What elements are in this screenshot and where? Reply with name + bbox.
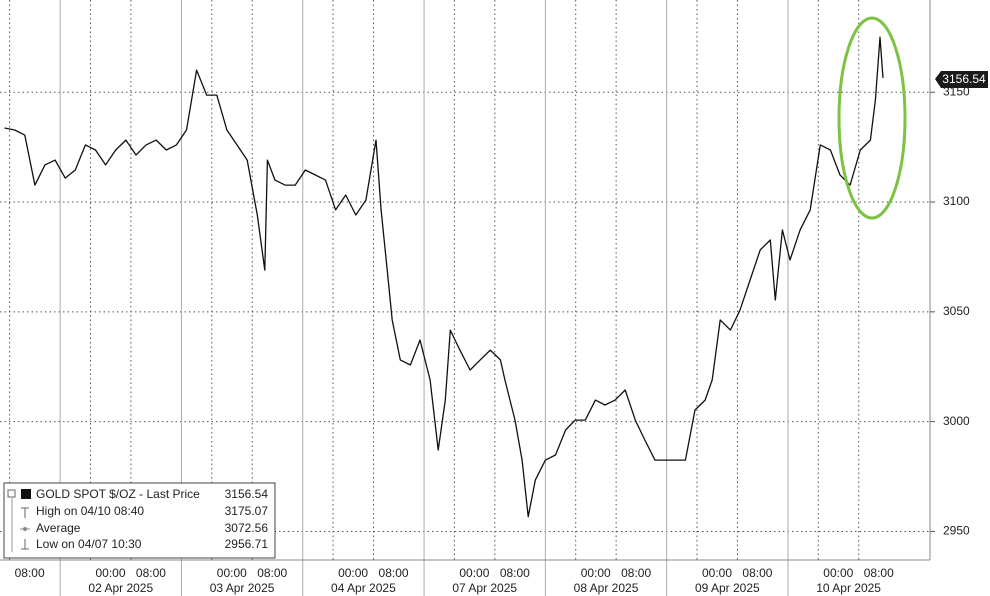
legend-box: [3, 482, 276, 559]
legend-value: 3072.56: [225, 521, 269, 535]
price-line: [4, 36, 884, 518]
legend-swatch: [21, 489, 31, 499]
legend-high-icon: [21, 507, 29, 518]
x-tick-label: 00:00: [823, 566, 853, 580]
x-tick-label: 08:00: [257, 566, 287, 580]
x-date-label: 04 Apr 2025: [331, 581, 396, 595]
y-tick-label: 3100: [943, 194, 970, 208]
highlight-ellipse: [837, 16, 907, 220]
x-tick-label: 08:00: [500, 566, 530, 580]
legend-label: Low on 04/07 10:30: [36, 537, 142, 551]
y-tick-label: 3000: [943, 414, 970, 428]
x-date-label: 08 Apr 2025: [574, 581, 639, 595]
legend: GOLD SPOT $/OZ - Last Price High on 04/1…: [3, 482, 276, 559]
tag-box: [935, 71, 988, 88]
x-date-label: 03 Apr 2025: [210, 581, 275, 595]
x-tick-label: 00:00: [581, 566, 611, 580]
x-tick-label: 08:00: [742, 566, 772, 580]
x-tick-label: 08:00: [15, 566, 45, 580]
x-date-label: 10 Apr 2025: [816, 581, 881, 595]
legend-label: Average: [36, 521, 81, 535]
x-date-label: 09 Apr 2025: [695, 581, 760, 595]
y-tick-label: 3150: [943, 84, 970, 98]
x-tick-label: 00:00: [459, 566, 489, 580]
legend-avg-dot: [23, 527, 27, 531]
tag-label: 3156.54: [942, 72, 986, 86]
x-date-label: 02 Apr 2025: [88, 581, 153, 595]
x-tick-label: 00:00: [217, 566, 247, 580]
x-tick-label: 08:00: [864, 566, 894, 580]
x-date-label: 07 Apr 2025: [452, 581, 517, 595]
y-tick-label: 3050: [943, 304, 970, 318]
x-tick-label: 08:00: [621, 566, 651, 580]
x-tick-label: 00:00: [338, 566, 368, 580]
legend-label: High on 04/10 08:40: [36, 504, 144, 518]
legend-low-icon: [21, 539, 29, 550]
plot: [4, 36, 884, 518]
grid: [0, 0, 930, 596]
legend-value: 3175.07: [225, 504, 269, 518]
y-tick-label: 2950: [943, 524, 970, 538]
x-tick-label: 08:00: [379, 566, 409, 580]
x-tick-label: 08:00: [136, 566, 166, 580]
last-price-tag: 3156.54: [935, 71, 988, 88]
legend-value: 3156.54: [225, 487, 269, 501]
legend-label: GOLD SPOT $/OZ - Last Price: [36, 487, 200, 501]
legend-value: 2956.71: [225, 537, 269, 551]
x-tick-label: 00:00: [702, 566, 732, 580]
x-tick-label: 00:00: [95, 566, 125, 580]
